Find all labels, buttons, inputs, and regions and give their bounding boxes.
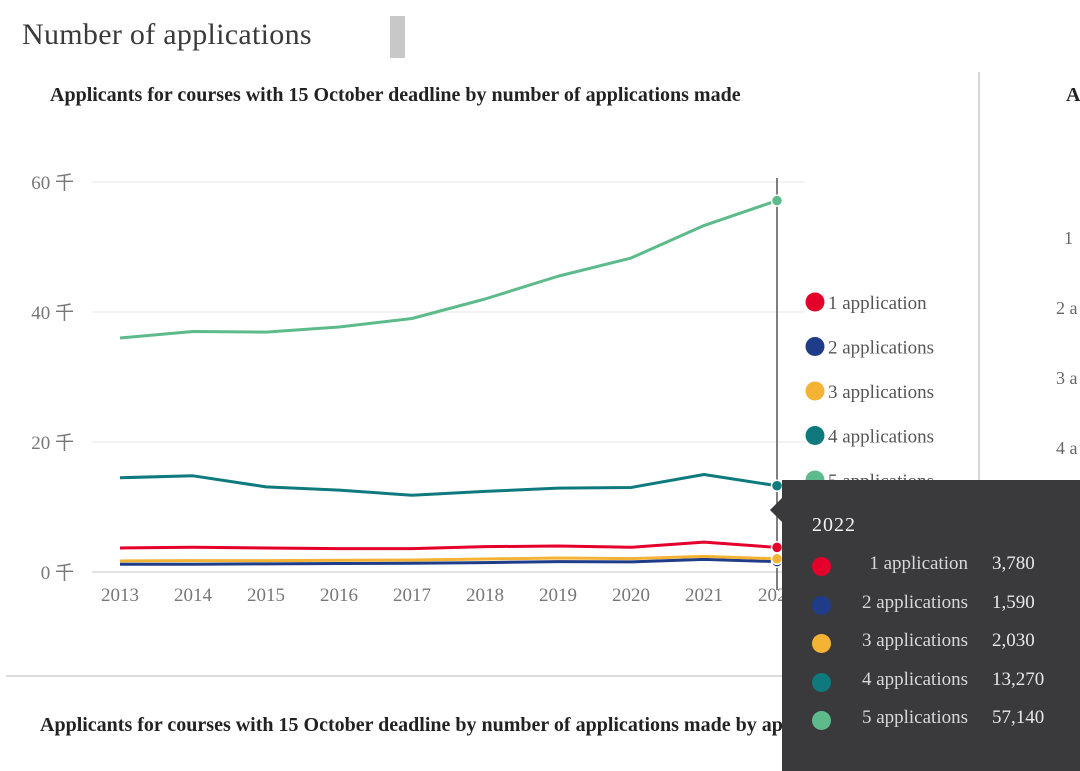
right-panel-label-1: 1 [1064,228,1073,248]
right-panel-label-4: 4 a [1056,438,1078,458]
series-line [119,199,778,340]
hover-point [770,552,784,566]
tooltip-dot [812,557,831,576]
right-panel-label-2: 2 a [1056,298,1078,318]
x-tick-label: 2018 [466,585,504,606]
legend-marker [805,381,825,401]
tooltip-value: 57,140 [992,707,1045,728]
grid-lines [92,181,805,573]
tooltip-row: 1 application 3,780 [782,551,1080,581]
line-chart: 0 千 20 千 40 千 60 千 2013 2014 2015 2016 2017 2018… [31,172,934,606]
hover-point [770,194,784,207]
x-tick-label: 2015 [247,585,285,606]
x-tick-label: 2019 [539,585,577,606]
legend-label: 4 applications [828,427,934,448]
second-chart-title: Applicants for courses with 15 October d… [40,714,842,736]
legend-label: 1 application [828,293,927,314]
x-tick-label: 2013 [101,585,139,606]
chart-title: Applicants for courses with 15 October d… [50,84,741,106]
tooltip-label: 2 applications [861,592,968,613]
legend-marker [805,292,825,312]
tooltip-value: 2,030 [992,630,1035,651]
tooltip-row: 4 applications 13,270 [782,667,1080,697]
tooltip-value: 3,780 [992,553,1035,574]
x-tick-label: 2014 [174,585,213,606]
page-title: Number of applications [22,18,312,51]
tooltip-row: 2 applications 1,590 [782,590,1080,620]
tooltip-year: 2022 [812,514,856,536]
hover-point [770,541,784,554]
series-line [119,473,778,497]
series-line [119,554,778,563]
legend-label: 2 applications [828,338,934,359]
y-tick-label: 20 千 [31,432,74,454]
y-tick-label: 40 千 [31,302,74,324]
tooltip-row: 5 applications 57,140 [782,705,1080,735]
right-panel-label-3: 3 a [1056,368,1078,388]
tooltip-dot [812,596,831,615]
legend-label: 3 applications [828,382,934,403]
y-tick-label: 60 千 [31,172,74,194]
tooltip-dot [812,673,831,692]
x-tick-label: 2016 [320,585,358,606]
tooltip-value: 1,590 [992,592,1035,613]
series-line [119,540,778,551]
legend-marker [805,337,825,356]
hover-point [770,479,784,492]
x-tick-label: 2021 [685,585,723,606]
tooltip-arrow [770,498,782,522]
tooltip-label: 4 applications [861,669,968,690]
panel-divider-horizontal [6,675,1080,677]
tooltip-dot [812,711,831,730]
x-tick-label: 2017 [393,585,431,606]
series-lines [119,199,778,566]
x-tick-label: 2020 [612,585,650,606]
tooltip-label: 5 applications [861,707,968,728]
hover-tooltip: 2022 1 application 3,780 2 applications … [782,480,1080,771]
panel-divider-vertical [978,72,980,676]
tooltip-label: 1 application [869,553,968,574]
title-block [390,16,405,58]
tooltip-label: 3 applications [861,630,968,651]
legend-marker [805,426,825,445]
y-axis-ticks: 0 千 20 千 40 千 60 千 [31,172,74,584]
hover-markers [770,178,784,590]
tooltip-dot [812,634,831,653]
y-tick-label: 0 千 [41,562,74,584]
series-line [120,557,778,566]
legend: 1 application 2 applications 3 application… [805,292,934,492]
right-panel-title: A [1066,84,1080,106]
x-axis-ticks: 2013 2014 2015 2016 2017 2018 2019 2020 2021 2022 [101,585,796,606]
tooltip-value: 13,270 [992,669,1045,690]
tooltip-row: 3 applications 2,030 [782,628,1080,658]
